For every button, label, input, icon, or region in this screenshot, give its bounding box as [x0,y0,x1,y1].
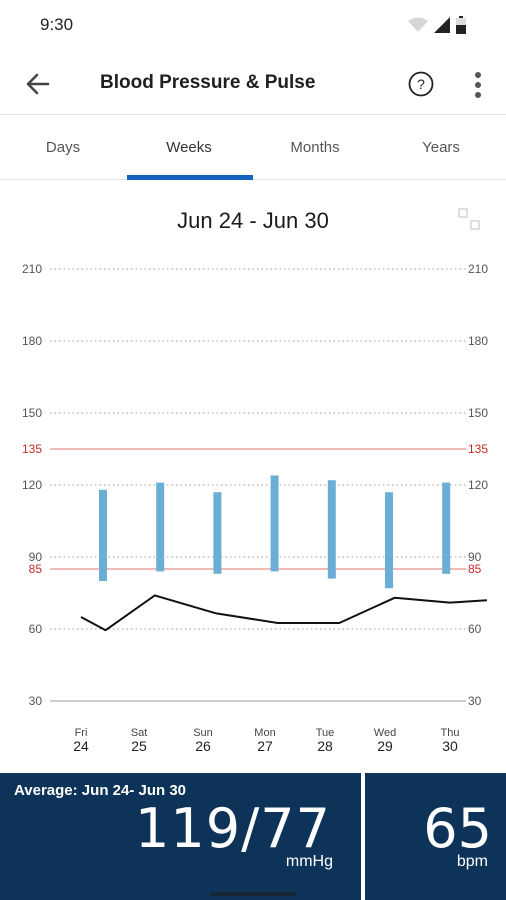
bp-range-bar [156,482,165,572]
signal-icon [434,17,450,33]
pulse-average-value: 65 [423,797,492,860]
pulse-line [80,594,487,632]
pulse-unit: bpm [456,853,488,870]
y-tick-label-right: 150 [468,406,488,420]
bp-range-bar [385,492,393,589]
x-tick-date: 30 [442,738,458,754]
bp-average-value: 119/77 [135,797,331,860]
svg-text:?: ? [417,76,425,92]
tab-weeks[interactable]: Weeks [166,139,212,156]
pulse-average-panel: 65 bpm [365,773,506,900]
bp-range-bar [213,492,222,574]
tab-years[interactable]: Years [422,139,460,156]
y-tick-label-left: 60 [29,622,43,636]
x-tick-date: 27 [257,738,273,754]
x-tick-date: 28 [317,738,333,754]
chart-area [0,181,506,771]
reference-label-left: 85 [29,562,43,576]
y-tick-label-left: 120 [22,478,42,492]
tab-days[interactable]: Days [45,139,81,156]
bp-range-bar [270,475,279,572]
status-bar: 9:30 [0,0,506,52]
y-tick-label-right: 120 [468,478,488,492]
date-range-title: Jun 24 - Jun 30 [177,208,329,233]
tab-months[interactable]: Months [290,139,340,156]
reference-label-right: 135 [468,442,488,456]
home-indicator [210,892,296,896]
y-tick-label-left: 30 [29,694,43,708]
tab-indicator [127,175,253,180]
bp-range-bar [327,480,336,579]
status-icons [408,16,466,34]
x-tick-day: Fri [75,727,88,739]
bp-range-bar [442,482,451,574]
battery-icon [456,16,466,34]
x-tick-day: Thu [441,727,460,739]
y-tick-label-left: 210 [22,262,42,276]
x-tick-day: Mon [254,727,275,739]
y-tick-label-right: 30 [468,694,482,708]
average-label: Average: Jun 24- Jun 30 [14,782,187,799]
panel-divider [361,773,365,900]
x-tick-date: 25 [131,738,147,754]
x-tick-date: 29 [377,738,393,754]
reference-label-left: 135 [22,442,42,456]
status-time: 9:30 [40,15,74,34]
x-tick-day: Sat [131,727,148,739]
bp-pulse-chart: 30 30 60 60 90 90 120 120 150 150 180 180 210 210 85 85… [22,262,488,754]
y-tick-label-left: 180 [22,334,42,348]
y-tick-label-left: 150 [22,406,42,420]
more-options-button[interactable] [470,70,486,100]
reference-label-right: 85 [468,562,482,576]
bp-average-panel: Average: Jun 24- Jun 30 119/77 mmHg [0,773,361,900]
help-icon: ? [408,71,434,97]
y-tick-label-right: 210 [468,262,488,276]
bp-range-bar [99,489,107,581]
chart-expand-icon[interactable] [455,205,483,233]
y-tick-label-left: 90 [29,550,43,564]
bp-unit: mmHg [285,853,333,870]
x-tick-day: Sun [193,727,213,739]
y-tick-label-right: 60 [468,622,482,636]
x-tick-day: Tue [316,727,335,739]
wifi-icon [408,17,428,32]
page-title: Blood Pressure & Pulse [100,72,316,93]
y-tick-label-right: 90 [468,550,482,564]
x-tick-date: 26 [195,738,211,754]
x-tick-day: Wed [374,727,396,739]
help-button[interactable]: ? [408,71,434,97]
y-tick-label-right: 180 [468,334,488,348]
arrow-back-icon [26,73,50,95]
app-bar: Blood Pressure & Pulse ? [0,52,506,114]
back-button[interactable] [22,68,54,100]
period-tabs: Days Weeks Months Years [0,114,506,180]
x-tick-date: 24 [73,738,89,754]
more-vert-icon [475,72,481,98]
